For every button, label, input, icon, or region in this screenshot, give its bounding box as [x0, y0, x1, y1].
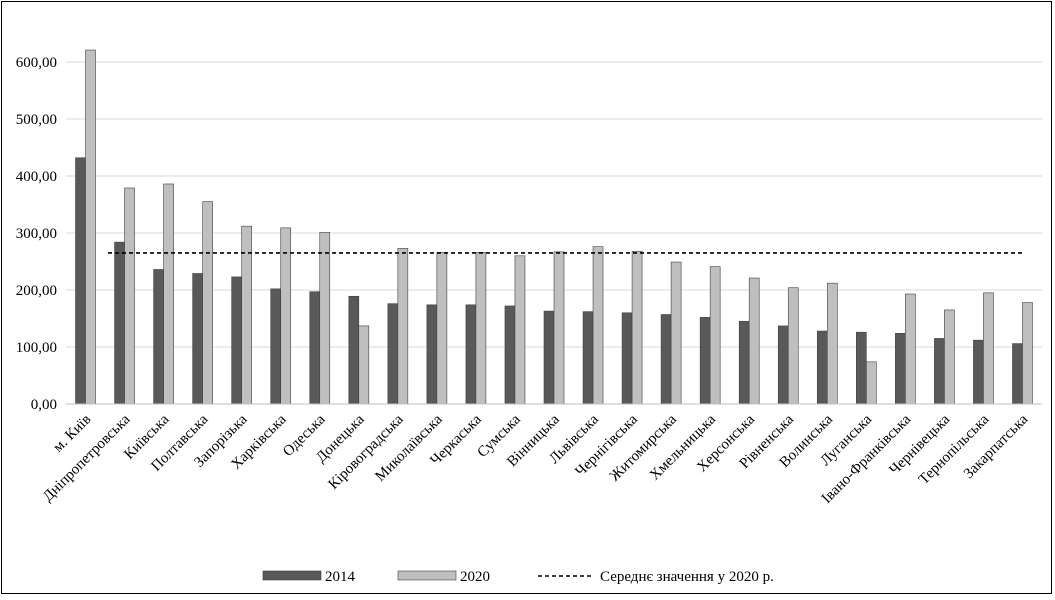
bar-2014 [192, 273, 203, 405]
bar-2014 [699, 317, 711, 405]
bar-2020 [358, 325, 370, 405]
bar-2020 [709, 266, 721, 405]
bar-2014 [426, 304, 438, 405]
y-tick-label: 500,00 [16, 112, 57, 128]
bar-2014 [973, 339, 984, 405]
bar-2020 [124, 187, 135, 405]
bar-2014 [75, 157, 86, 405]
bar-2014 [934, 338, 945, 405]
bar-2020 [866, 361, 877, 405]
bar-2014 [309, 291, 321, 405]
bar-2014 [114, 241, 125, 405]
bar-2020 [748, 277, 760, 405]
bar-2014 [1012, 343, 1023, 405]
bar-2020 [631, 250, 643, 405]
bar-2020 [905, 293, 916, 405]
y-tick-label: 300,00 [16, 226, 57, 242]
bar-2014 [231, 276, 242, 405]
bar-2014 [348, 295, 360, 405]
y-tick-label: 0,00 [31, 397, 57, 413]
bar-2020 [787, 287, 799, 405]
bar-2014 [504, 305, 516, 405]
bar-2014 [270, 288, 282, 405]
legend-label-2014: 2014 [325, 569, 356, 585]
legend-swatch-2014 [262, 570, 322, 581]
bar-2014 [856, 331, 867, 405]
y-tick-label: 400,00 [16, 169, 57, 185]
bar-2014 [582, 311, 594, 405]
bar-2014 [543, 310, 555, 405]
bar-2020 [319, 232, 331, 405]
y-tick-label: 200,00 [16, 283, 57, 299]
bar-2020 [85, 49, 96, 405]
bars [75, 49, 1033, 405]
bar-2014 [660, 314, 672, 405]
legend-swatch-2020 [397, 570, 457, 581]
legend: 2014 2020 Середнє значення у 2020 р. [262, 569, 774, 585]
x-axis-ticks: м. КиївДніпропетровськаКиївськаПолтавськ… [40, 411, 1032, 507]
bar-2020 [475, 252, 487, 405]
bar-2014 [895, 333, 906, 405]
bar-2020 [163, 183, 174, 405]
bar-2014 [621, 312, 633, 405]
bar-2020 [553, 251, 565, 405]
bar-2020 [1022, 302, 1033, 405]
bar-2014 [738, 321, 750, 405]
y-tick-label: 100,00 [16, 340, 57, 356]
legend-label-average: Середнє значення у 2020 р. [600, 569, 774, 585]
bar-2020 [670, 261, 682, 405]
bar-2020 [280, 227, 292, 405]
y-tick-label: 600,00 [16, 55, 57, 71]
bar-2020 [944, 309, 955, 405]
y-axis-ticks: 0,00 100,00 200,00 300,00 400,00 500,00 600,00 [16, 55, 57, 413]
bar-2014 [387, 303, 399, 405]
bar-2020 [202, 201, 213, 405]
bar-2020 [983, 292, 994, 405]
bar-2020 [397, 248, 409, 405]
bar-2020 [826, 282, 838, 405]
bar-2014 [816, 330, 828, 405]
bar-2014 [153, 269, 164, 405]
bar-2014 [465, 304, 477, 405]
bar-2014 [777, 325, 789, 405]
bar-2020 [514, 255, 526, 405]
bar-2020 [592, 246, 604, 405]
gridlines [66, 61, 1042, 348]
legend-label-2020: 2020 [460, 569, 490, 585]
bar-2020 [436, 252, 448, 405]
